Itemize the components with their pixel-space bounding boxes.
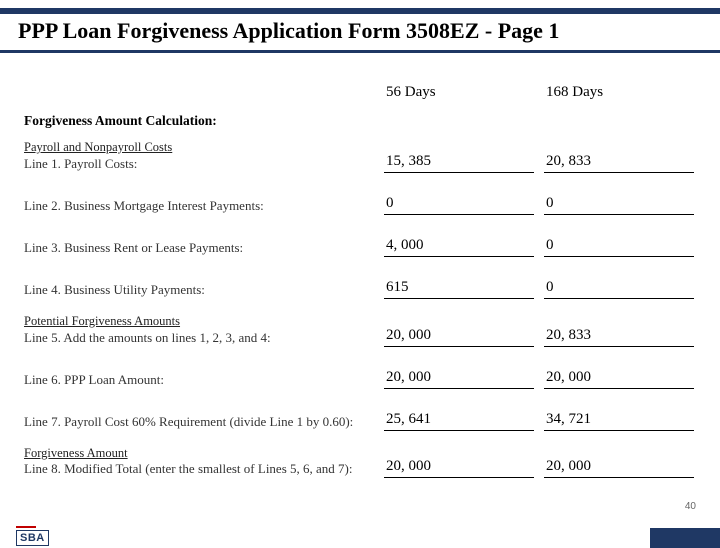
footer-blue-block [650, 528, 720, 548]
line7-row: Line 7. Payroll Cost 60% Requirement (di… [24, 399, 696, 431]
line3-row: Line 3. Business Rent or Lease Payments:… [24, 225, 696, 257]
line6-col2: 20, 000 [544, 369, 694, 389]
line4-row: Line 4. Business Utility Payments: 615 0 [24, 267, 696, 299]
line5-row: Potential Forgiveness Amounts Line 5. Ad… [24, 313, 696, 347]
line3-col2: 0 [544, 237, 694, 257]
line2-col1: 0 [384, 195, 534, 215]
line4-label: Line 4. Business Utility Payments: [24, 282, 384, 299]
line2-col2: 0 [544, 195, 694, 215]
line1-row: Payroll and Nonpayroll Costs Line 1. Pay… [24, 139, 696, 173]
line4-col1: 615 [384, 279, 534, 299]
line7-col1: 25, 641 [384, 411, 534, 431]
page-title: PPP Loan Forgiveness Application Form 35… [18, 18, 702, 44]
title-bar: PPP Loan Forgiveness Application Form 35… [0, 8, 720, 53]
line7-label: Line 7. Payroll Cost 60% Requirement (di… [24, 414, 384, 431]
line6-col1: 20, 000 [384, 369, 534, 389]
line8-label: Forgiveness Amount Line 8. Modified Tota… [24, 445, 384, 479]
line3-label: Line 3. Business Rent or Lease Payments: [24, 240, 384, 257]
line2-label: Line 2. Business Mortgage Interest Payme… [24, 198, 384, 215]
line1-col2: 20, 833 [544, 153, 694, 173]
calc-section-header: Forgiveness Amount Calculation: [24, 113, 696, 129]
potential-subheader: Potential Forgiveness Amounts [24, 314, 180, 328]
line1-text: Line 1. Payroll Costs: [24, 156, 137, 171]
col1-header: 56 Days [384, 84, 534, 103]
footer: SBA [0, 524, 720, 548]
sba-logo: SBA [16, 530, 49, 546]
line7-col2: 34, 721 [544, 411, 694, 431]
line8-col1: 20, 000 [384, 458, 534, 478]
line8-text: Line 8. Modified Total (enter the smalle… [24, 461, 352, 476]
line4-col2: 0 [544, 279, 694, 299]
forgive-subheader: Forgiveness Amount [24, 446, 128, 460]
costs-subheader: Payroll and Nonpayroll Costs [24, 140, 172, 154]
line8-row: Forgiveness Amount Line 8. Modified Tota… [24, 445, 696, 479]
col2-header: 168 Days [544, 84, 694, 103]
line1-col1: 15, 385 [384, 153, 534, 173]
content-area: 56 Days 168 Days Forgiveness Amount Calc… [0, 53, 720, 478]
line5-col2: 20, 833 [544, 327, 694, 347]
line1-label: Payroll and Nonpayroll Costs Line 1. Pay… [24, 139, 384, 173]
line3-col1: 4, 000 [384, 237, 534, 257]
line6-row: Line 6. PPP Loan Amount: 20, 000 20, 000 [24, 357, 696, 389]
line2-row: Line 2. Business Mortgage Interest Payme… [24, 183, 696, 215]
page-number: 40 [685, 501, 696, 512]
line8-col2: 20, 000 [544, 458, 694, 478]
line5-label: Potential Forgiveness Amounts Line 5. Ad… [24, 313, 384, 347]
logo-accent-line [16, 526, 36, 528]
line6-label: Line 6. PPP Loan Amount: [24, 372, 384, 389]
column-header-row: 56 Days 168 Days [24, 71, 696, 103]
line5-col1: 20, 000 [384, 327, 534, 347]
line5-text: Line 5. Add the amounts on lines 1, 2, 3… [24, 330, 271, 345]
